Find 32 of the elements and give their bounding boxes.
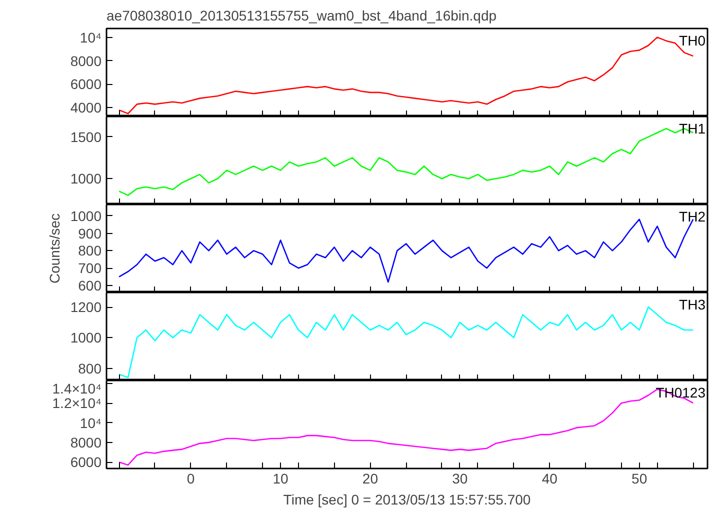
x-tick-label: 40 bbox=[542, 470, 558, 486]
series-label: TH0 bbox=[679, 32, 706, 48]
x-tick-label: 50 bbox=[632, 470, 648, 486]
y-tick-label: 1200 bbox=[70, 299, 102, 316]
y-tick-label: 1.4×10⁴ bbox=[52, 380, 102, 396]
series-label: TH3 bbox=[679, 296, 706, 312]
y-tick-label: 900 bbox=[78, 225, 102, 242]
y-tick-label: 6000 bbox=[70, 76, 102, 92]
chart-title: ae708038010_20130513155755_wam0_bst_4band_16bin.qdp bbox=[106, 8, 497, 24]
y-tick-label: 1000 bbox=[70, 330, 102, 346]
y-tick-label: 800 bbox=[78, 360, 102, 376]
y-axis-title: Counts/sec bbox=[46, 213, 62, 284]
y-tick-label: 1500 bbox=[70, 128, 102, 145]
y-tick-label: 8000 bbox=[70, 52, 102, 69]
x-axis-title: Time [sec] 0 = 2013/05/13 15:57:55.700 bbox=[283, 492, 531, 508]
y-tick-label: 1.2×10⁴ bbox=[52, 395, 102, 412]
y-tick-label: 10⁴ bbox=[80, 414, 102, 431]
series-label: TH2 bbox=[679, 208, 706, 224]
x-tick-label: 20 bbox=[362, 470, 378, 486]
y-tick-label: 800 bbox=[78, 242, 102, 259]
y-tick-label: 4000 bbox=[70, 100, 102, 116]
y-tick-label: 1000 bbox=[70, 170, 102, 187]
y-tick-label: 600 bbox=[78, 278, 102, 294]
x-tick-label: 0 bbox=[186, 470, 195, 486]
series-label: TH1 bbox=[679, 120, 706, 136]
y-tick-label: 1000 bbox=[70, 208, 102, 224]
y-tick-label: 6000 bbox=[70, 454, 102, 470]
y-tick-label: 8000 bbox=[70, 434, 102, 450]
x-tick-label: 30 bbox=[452, 470, 468, 486]
y-tick-label: 700 bbox=[78, 260, 102, 276]
x-tick-label: 10 bbox=[272, 470, 289, 486]
y-tick-label: 10⁴ bbox=[80, 29, 102, 46]
